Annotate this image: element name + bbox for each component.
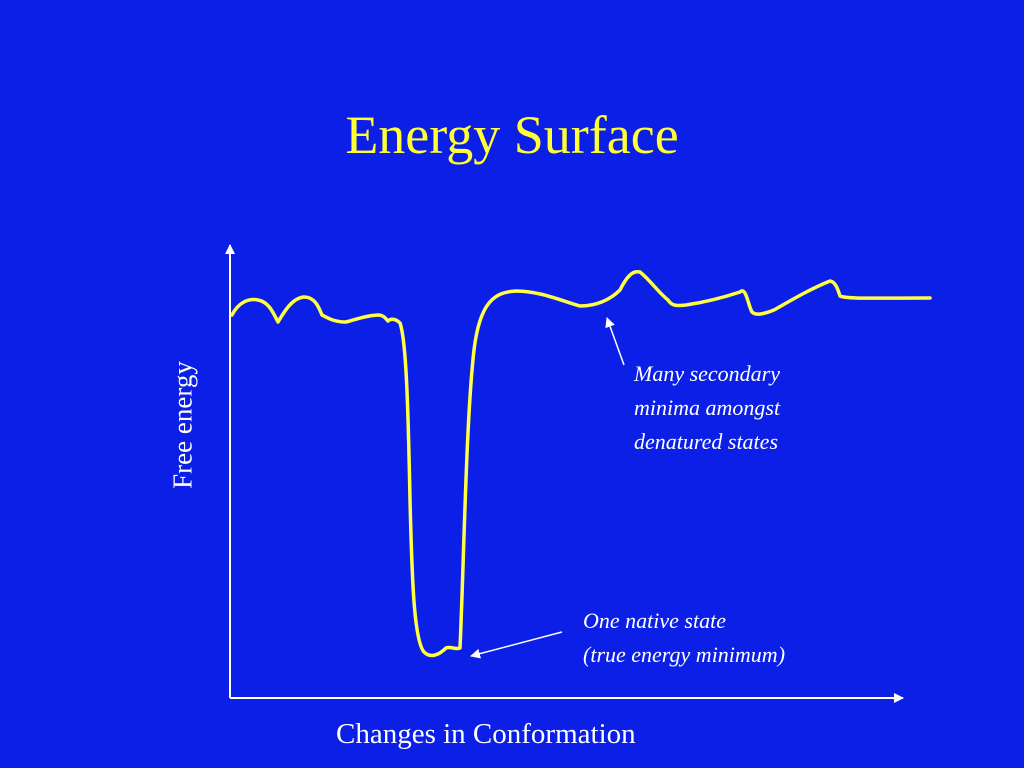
native-state-annotation: One native state (true energy minimum): [583, 604, 785, 672]
native-state-pointer: [470, 631, 563, 659]
annotation-line: denatured states: [634, 429, 778, 454]
x-axis-label: Changes in Conformation: [336, 718, 636, 750]
slide-title: Energy Surface: [345, 105, 679, 165]
annotation-line: minima amongst: [634, 395, 781, 420]
annotation-line: Many secondary: [634, 361, 781, 386]
annotation-line: (true energy minimum): [583, 642, 786, 667]
energy-curve: [230, 269, 932, 658]
annotation-line: One native state: [583, 608, 726, 633]
y-axis-label: Free energy: [167, 361, 198, 489]
secondary-minima-annotation: Many secondary minima amongst denatured …: [634, 357, 780, 459]
secondary-minima-pointer: [605, 317, 625, 366]
